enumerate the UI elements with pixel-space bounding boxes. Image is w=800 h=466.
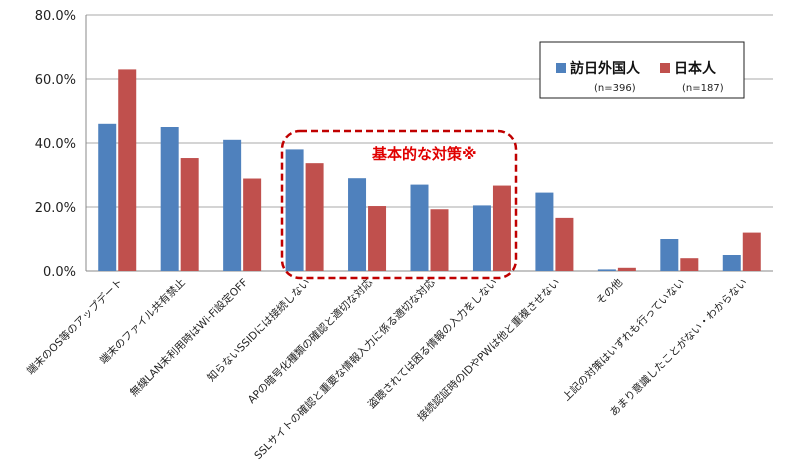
legend-label-foreign: 訪日外国人 [570, 60, 641, 77]
x-category-label: 上記の対策はいずれも行っていない [560, 276, 688, 404]
bar-japanese [680, 258, 699, 271]
bar-foreign [660, 239, 679, 271]
x-category-label: 盗聴されては困る情報の入力をしない [365, 276, 500, 411]
legend-swatch-foreign [556, 63, 566, 73]
legend-swatch-japanese [660, 63, 670, 73]
bar-japanese [243, 178, 262, 271]
bar-foreign [722, 255, 741, 271]
bar-japanese [742, 232, 761, 271]
x-category-label: あまり意識したことがない・わからない [607, 276, 750, 419]
bar-foreign [223, 139, 242, 271]
x-category-label: 知らないSSIDには接続しない [205, 276, 313, 384]
y-tick-label: 60.0% [35, 73, 76, 88]
basic-measures-label: 基本的な対策※ [371, 145, 477, 163]
bar-foreign [160, 127, 179, 271]
x-category-label: その他 [594, 276, 626, 308]
y-tick-label: 0.0% [43, 265, 76, 280]
y-tick-label: 40.0% [35, 137, 76, 152]
bar-foreign [472, 205, 491, 271]
gridlines [85, 14, 773, 272]
bar-japanese [305, 163, 324, 271]
bar-japanese [492, 185, 511, 271]
y-axis-ticks: 0.0% 20.0% 40.0% 60.0% 80.0% [35, 9, 76, 280]
bar-foreign [535, 192, 554, 271]
bar-japanese [555, 217, 574, 271]
bar-japanese [430, 209, 449, 271]
bar-japanese [180, 158, 199, 271]
bar-foreign [285, 149, 304, 271]
bar-foreign [348, 178, 367, 271]
bar-japanese [118, 69, 137, 272]
bar-foreign [98, 123, 117, 271]
legend: 訪日外国人 (n=396) 日本人 (n=187) [539, 41, 745, 99]
bar-foreign [597, 269, 616, 271]
y-tick-label: 80.0% [35, 9, 76, 24]
basic-measures-highlight [280, 129, 518, 280]
legend-n-foreign: (n=396) [594, 83, 636, 94]
y-tick-label: 20.0% [35, 201, 76, 216]
x-category-label: APの暗号化種類の確認と適切な対応 [245, 276, 375, 406]
bar-japanese [368, 206, 387, 271]
bar-japanese [617, 267, 636, 271]
legend-n-japanese: (n=187) [682, 83, 724, 94]
x-category-label: 接続認証時のIDやPWは他と重複させない [415, 276, 563, 424]
legend-box [539, 41, 745, 99]
category-labels: 端末のOS等のアップデート端末のファイル共有禁止無線LAN未利用時はWi-Fi設… [24, 276, 750, 462]
x-category-label: 無線LAN未利用時はWi-Fi設定OFF [127, 276, 250, 399]
legend-label-japanese: 日本人 [674, 60, 717, 77]
bars [98, 69, 761, 272]
bar-foreign [410, 184, 429, 271]
